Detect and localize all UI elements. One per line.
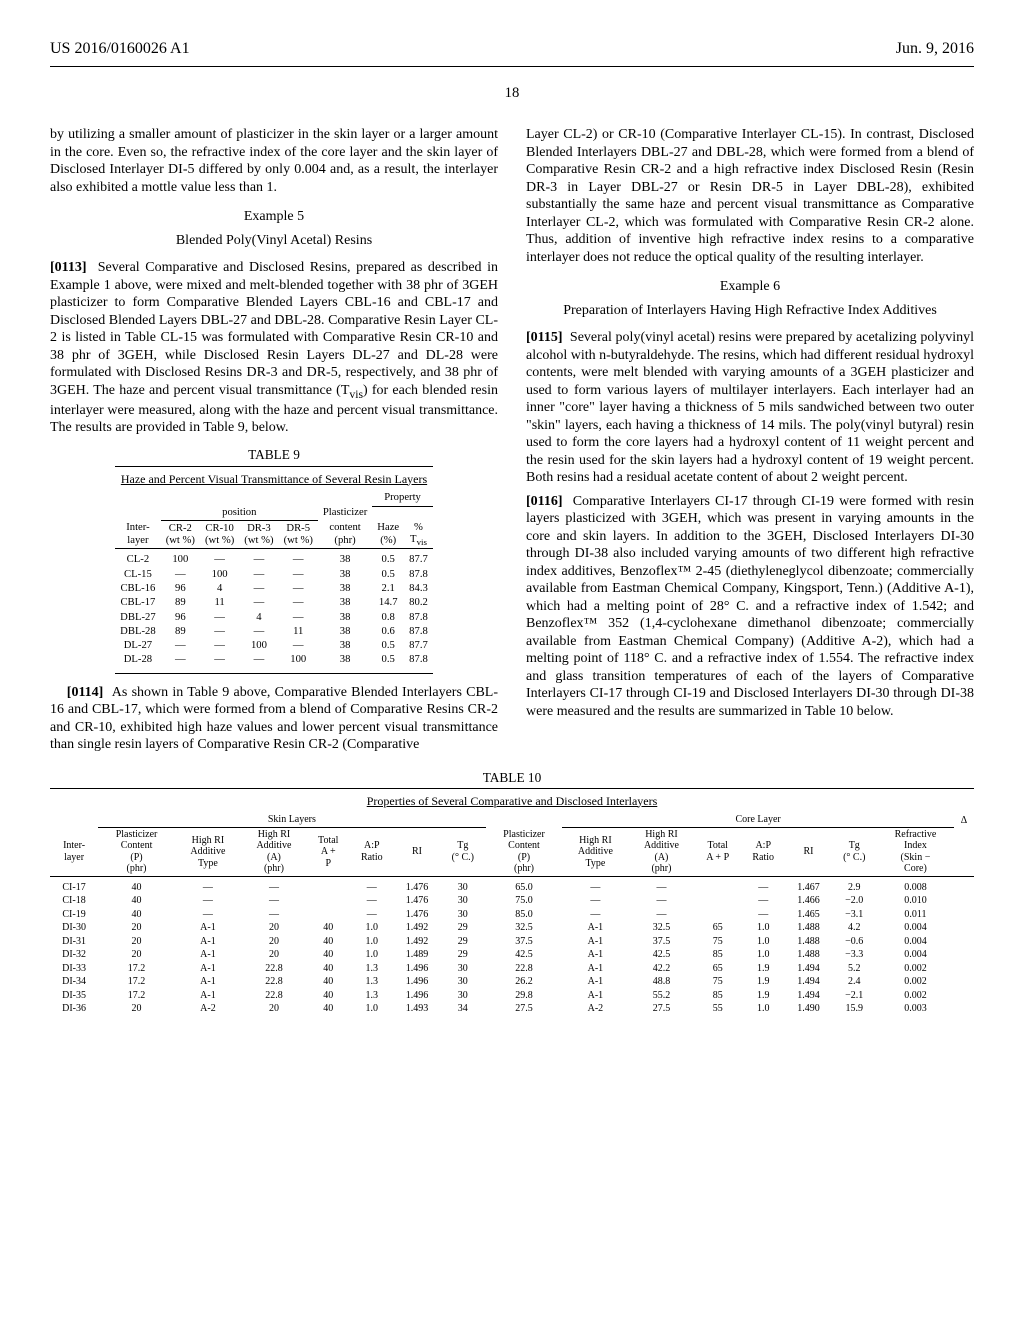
table-9-caption: Haze and Percent Visual Transmittance of… [115,472,433,488]
para-0115: [0115] Several poly(vinyl acetal) resins… [526,329,974,487]
table-row: DI-3517.2A-122.8401.31.4963029.8A-155.28… [50,989,974,1003]
th-interlayer: Inter-layer [115,521,161,549]
th-dr3: DR-3(wt %) [239,521,278,549]
para-0113: [0113] Several Comparative and Disclosed… [50,259,498,437]
para-0114-num: [0114] [67,685,104,700]
right-lead-para: Layer CL-2) or CR-10 (Comparative Interl… [526,126,974,266]
th-core-addtype: High RIAdditiveType [562,827,628,876]
th-core-add-a: High RIAdditive(A)(phr) [628,827,694,876]
th-tvis: %Tvis [404,521,433,549]
table-10: Properties of Several Comparative and Di… [50,788,974,1016]
header-rule [50,66,974,67]
example-6-label: Example 6 [526,278,974,296]
para-0116-num: [0116] [526,494,563,509]
table-row: CL-15—100——380.587.8 [115,568,433,582]
table-9-plasticizer-group: Plasticizer [318,506,372,521]
th-delta: RefractiveIndex(Skin −Core) [877,827,954,876]
table-row: CI-1840———1.4763075.0———1.466−2.00.010 [50,894,974,908]
table-10-wrapper: TABLE 10 Properties of Several Comparati… [50,770,974,1016]
table-row: DL-27——100—380.587.7 [115,639,433,653]
para-0116: [0116] Comparative Interlayers CI-17 thr… [526,493,974,721]
lead-paragraph: by utilizing a smaller amount of plastic… [50,126,498,196]
th-core-total: TotalA + P [694,827,741,876]
para-0114: [0114] As shown in Table 9 above, Compar… [50,684,498,754]
table-9-header-row: Inter-layer CR-2(wt %) CR-10(wt %) DR-3(… [115,521,433,549]
th-cr10: CR-10(wt %) [200,521,239,549]
table-row: DI-3620A-220401.01.4933427.5A-227.5551.0… [50,1002,974,1016]
th-skin-plast: PlasticizerContent(P)(phr) [98,827,175,876]
table-row: DI-3220A-120401.01.4892942.5A-142.5851.0… [50,948,974,962]
th-dr5: DR-5(wt %) [279,521,318,549]
para-0116-text: Comparative Interlayers CI-17 through CI… [526,494,974,719]
page-number: 18 [50,85,974,102]
table-10-caption: Properties of Several Comparative and Di… [50,794,974,810]
th-skin-ri: RI [394,827,440,876]
example-5-label: Example 5 [50,208,498,226]
th-skin-add-a: High RIAdditive(A)(phr) [241,827,307,876]
table-row: DBL-2889——11380.687.8 [115,625,433,639]
table-row: DI-3020A-120401.01.4922932.5A-132.5651.0… [50,921,974,935]
th-plast-content: content(phr) [318,521,372,549]
table-row: DL-28———100380.587.8 [115,653,433,667]
para-0114-text: As shown in Table 9 above, Comparative B… [50,685,498,753]
table-9-property-group: Property [372,491,433,506]
para-0115-text: Several poly(vinyl acetal) resins were p… [526,330,974,485]
table-9-label: TABLE 9 [50,447,498,464]
th-core-plast: PlasticizerContent(P)(phr) [486,827,563,876]
table-row: CL-2100———380.587.7 [115,553,433,567]
table-10-core-group: Core Layer [562,813,953,827]
table-row: CI-1940———1.4763085.0———1.465−3.10.011 [50,908,974,922]
text-columns: by utilizing a smaller amount of plastic… [50,126,974,760]
table-row: DBL-2796—4—380.887.8 [115,611,433,625]
para-0115-num: [0115] [526,330,563,345]
table-9: Haze and Percent Visual Transmittance of… [115,466,433,674]
table-10-delta-group: Δ [954,813,974,827]
th-core-tg: Tg(° C.) [831,827,877,876]
left-column: by utilizing a smaller amount of plastic… [50,126,498,760]
th-core-ratio: A:PRatio [741,827,786,876]
example-5-title: Blended Poly(Vinyl Acetal) Resins [50,232,498,250]
right-column: Layer CL-2) or CR-10 (Comparative Interl… [526,126,974,760]
th-skin-addtype: High RIAdditiveType [175,827,241,876]
th-skin-ratio: A:PRatio [350,827,395,876]
th-interlayer: Inter-layer [50,827,98,876]
table-9-position-group: position [161,506,318,521]
th-skin-tg: Tg(° C.) [440,827,486,876]
example-6-title: Preparation of Interlayers Having High R… [526,302,974,320]
tvis-subscript: vis [349,387,363,400]
patent-header: US 2016/0160026 A1 Jun. 9, 2016 [50,40,974,58]
table-row: DI-3417.2A-122.8401.31.4963026.2A-148.87… [50,975,974,989]
para-0113-text: Several Comparative and Disclosed Resins… [50,260,498,398]
table-row: DI-3317.2A-122.8401.31.4963022.8A-142.26… [50,962,974,976]
table-10-header-row: Inter-layer PlasticizerContent(P)(phr) H… [50,827,974,876]
th-cr2: CR-2(wt %) [161,521,200,549]
publication-number: US 2016/0160026 A1 [50,40,190,58]
para-0113-num: [0113] [50,260,87,275]
th-haze: Haze(%) [372,521,404,549]
table-row: CBL-16964——382.184.3 [115,582,433,596]
th-skin-total: TotalA +P [307,827,350,876]
publication-date: Jun. 9, 2016 [896,40,974,58]
table-row: CI-1740———1.4763065.0———1.4672.90.008 [50,881,974,895]
table-row: DI-3120A-120401.01.4922937.5A-137.5751.0… [50,935,974,949]
table-row: CBL-178911——3814.780.2 [115,596,433,610]
table-10-label: TABLE 10 [50,770,974,786]
table-10-skin-group: Skin Layers [98,813,485,827]
th-core-ri: RI [786,827,832,876]
